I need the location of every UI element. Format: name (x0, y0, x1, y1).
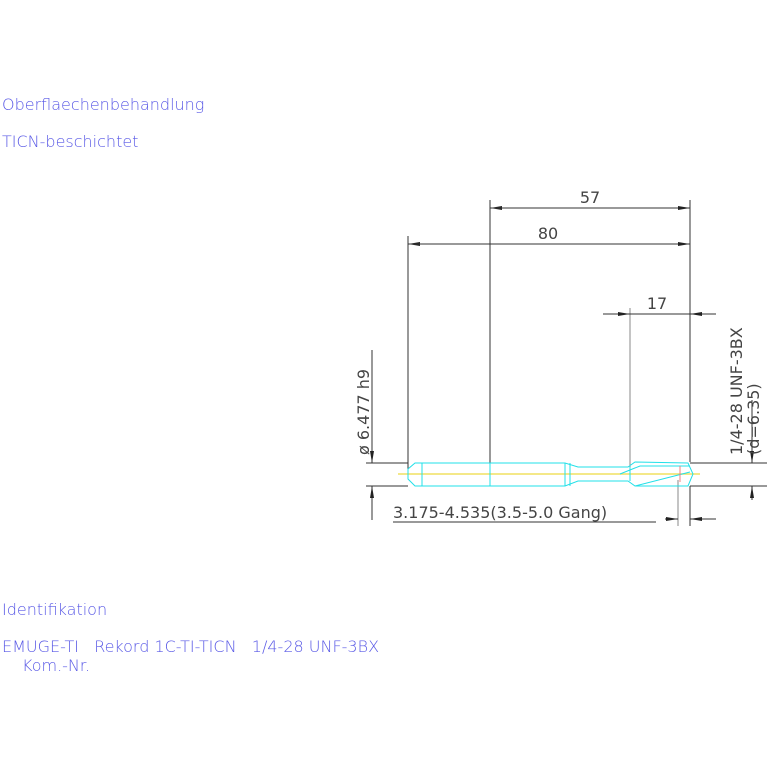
dimension-80: 80 (408, 224, 690, 246)
surface-heading: Oberflaechenbehandlung (2, 95, 204, 114)
dimension-80-label: 80 (538, 224, 558, 243)
identification-line2: Kom.-Nr. (22, 656, 90, 675)
dimension-57-label: 57 (580, 188, 600, 207)
shank-diameter-label: ø 6.477 h9 (354, 369, 373, 455)
shank-diameter-dimension: ø 6.477 h9 (354, 350, 374, 520)
dimension-17-label: 17 (647, 294, 667, 313)
identification-heading: Identifikation (2, 600, 107, 619)
thread-label: 1/4-28 UNF-3BX (727, 327, 746, 455)
extension-lines (366, 200, 767, 526)
core-drill-label: 3.175-4.535(3.5-5.0 Gang) (393, 503, 607, 522)
identification-line1: EMUGE-TI Rekord 1C-TI-TICN 1/4-28 UNF-3B… (2, 637, 379, 656)
thread-dimension: 1/4-28 UNF-3BX (d=6.35) (727, 327, 763, 500)
surface-value: TICN-beschichtet (2, 132, 138, 151)
dimension-57: 57 (490, 188, 690, 210)
tap-tool (398, 461, 700, 487)
thread-d-label: (d=6.35) (744, 383, 763, 455)
dimension-17: 17 (603, 294, 716, 316)
core-drill-dimension: 3.175-4.535(3.5-5.0 Gang) (393, 503, 716, 523)
